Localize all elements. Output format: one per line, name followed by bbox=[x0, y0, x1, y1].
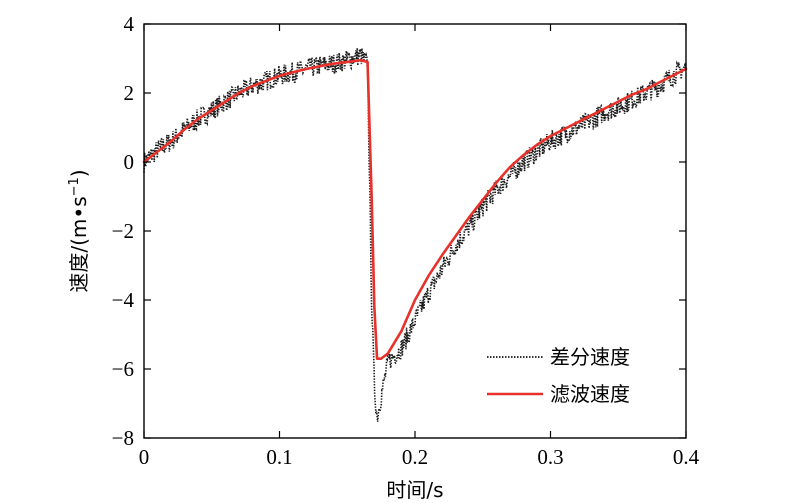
x-tick-label: 0.2 bbox=[402, 445, 428, 469]
ticks-layer: 0 0.1 0.2 0.3 0.4 −8 −6 −4 −2 0 2 4 bbox=[112, 12, 700, 469]
series-filtered-velocity bbox=[142, 58, 688, 360]
y-axis-title: 速度/(m•s−1) bbox=[67, 169, 91, 292]
y-tick-label: −4 bbox=[112, 288, 135, 312]
x-tick-label: 0.3 bbox=[537, 445, 563, 469]
y-axis-title-unit-s: s bbox=[67, 196, 91, 206]
series-difference-velocity bbox=[143, 48, 687, 422]
y-tick-label: −2 bbox=[112, 219, 134, 243]
y-tick-label: −8 bbox=[112, 426, 134, 450]
legend-label-difference: 差分速度 bbox=[550, 345, 630, 369]
y-tick-label: −6 bbox=[112, 357, 134, 381]
plot-frame bbox=[143, 23, 687, 439]
axes-layer bbox=[143, 23, 687, 439]
legend-label-filtered: 滤波速度 bbox=[550, 382, 630, 406]
y-axis-title-exponent: −1 bbox=[67, 177, 82, 196]
series-layer bbox=[142, 48, 688, 422]
y-axis-title-main: 速度/(m bbox=[67, 219, 91, 293]
y-tick-label: 0 bbox=[124, 150, 135, 174]
y-tick-label: 2 bbox=[124, 81, 135, 105]
y-tick-label: 4 bbox=[124, 12, 135, 36]
x-tick-label: 0 bbox=[139, 445, 150, 469]
y-axis-title-dot: • bbox=[67, 207, 91, 219]
legend: 差分速度 滤波速度 bbox=[487, 345, 630, 406]
x-tick-label: 0.4 bbox=[673, 445, 700, 469]
x-tick-label: 0.1 bbox=[266, 445, 292, 469]
x-axis-title: 时间/s bbox=[386, 478, 443, 502]
y-axis-title-close: ) bbox=[67, 169, 91, 177]
